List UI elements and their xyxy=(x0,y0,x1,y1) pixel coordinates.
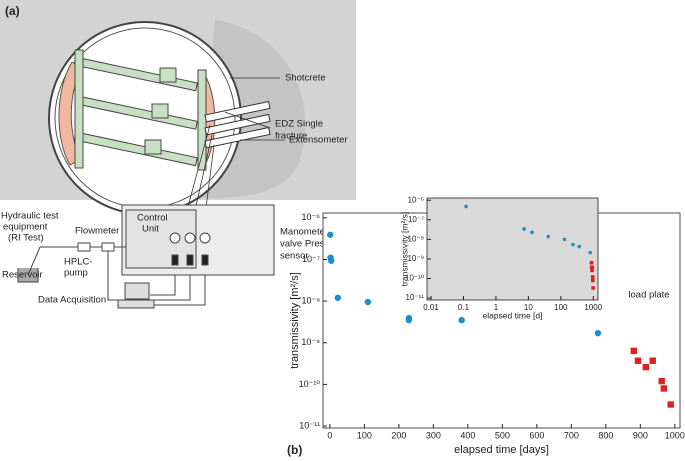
data-point xyxy=(571,242,575,247)
x-tick-label: 500 xyxy=(495,430,510,440)
x-tick-label: 0.1 xyxy=(458,303,470,312)
x-axis-label: elapsed time [d] xyxy=(482,310,542,320)
x-tick-label: 200 xyxy=(391,430,406,440)
data-point xyxy=(327,231,334,238)
y-tick-label: 10⁻⁷ xyxy=(408,215,424,224)
data-point xyxy=(458,316,465,324)
data-point xyxy=(590,268,594,273)
y-tick-label: 10⁻⁹ xyxy=(301,337,320,347)
data-point xyxy=(634,357,642,364)
data-point xyxy=(660,385,667,392)
data-point xyxy=(594,329,602,337)
y-tick-label: 10⁻¹¹ xyxy=(406,293,425,302)
label-hydraulic: (RI Test) xyxy=(8,233,44,244)
y-tick-label: 10⁻⁶ xyxy=(302,212,321,222)
data-point xyxy=(334,294,342,301)
x-axis-label: elapsed time [days] xyxy=(454,444,549,456)
data-point xyxy=(364,298,372,306)
data-point xyxy=(630,347,637,355)
y-axis-label: transmissivity [m²/s] xyxy=(289,272,301,369)
data-point xyxy=(591,286,595,290)
data-point xyxy=(328,257,335,264)
label-hydraulic: Hydraulic test xyxy=(1,211,59,222)
data-point xyxy=(649,357,656,364)
plot-area xyxy=(426,197,599,301)
x-tick-label: 0.01 xyxy=(423,303,439,312)
data-point xyxy=(642,363,650,371)
data-point xyxy=(464,204,468,209)
data-point xyxy=(590,265,595,270)
x-tick-label: 0 xyxy=(327,430,332,440)
y-tick-label: 10⁻¹¹ xyxy=(299,420,320,430)
y-tick-label: 10⁻⁸ xyxy=(301,295,320,305)
annotation: load plate xyxy=(628,290,669,301)
data-point xyxy=(591,278,595,283)
label-manometer: Manometer Control xyxy=(280,227,361,238)
label-hplc: pump xyxy=(64,268,88,279)
x-tick-label: 100 xyxy=(357,430,372,440)
data-point xyxy=(405,316,413,324)
data-point xyxy=(658,377,665,385)
panel-label: (a) xyxy=(5,4,20,18)
data-point xyxy=(530,230,534,235)
x-tick-label: 800 xyxy=(598,430,613,440)
label-hplc: HPLC- xyxy=(64,257,93,268)
x-tick-label: 900 xyxy=(633,430,648,440)
y-tick-label: 10⁻¹⁰ xyxy=(299,379,321,389)
data-point xyxy=(588,250,593,255)
label-data-acquisition: Data Acquisition xyxy=(38,295,106,306)
label-edz: EDZ Single xyxy=(275,119,323,130)
label-control-unit: Unit xyxy=(142,224,159,235)
equipment-diagram xyxy=(17,204,275,309)
data-point xyxy=(590,275,595,279)
label-extensometer: Extensometer xyxy=(289,135,348,146)
x-tick-label: 700 xyxy=(564,430,579,440)
y-tick-label: 10⁻⁶ xyxy=(408,195,424,204)
label-reservoir: Reservoir xyxy=(2,270,43,281)
data-point xyxy=(577,244,582,249)
data-point xyxy=(667,401,674,408)
x-tick-label: 600 xyxy=(529,430,544,440)
data-point xyxy=(546,234,551,239)
data-point xyxy=(562,237,567,242)
data-point xyxy=(522,227,526,231)
panel-label: (b) xyxy=(287,443,302,457)
x-tick-label: 300 xyxy=(426,430,441,440)
x-tick-label: 1000 xyxy=(584,303,602,312)
x-tick-label: 400 xyxy=(460,430,475,440)
y-axis-label: transmissivity [m²/s] xyxy=(399,212,409,287)
label-manometer: valve Pressure xyxy=(280,239,343,250)
label-hydraulic: equipment xyxy=(3,222,48,233)
x-tick-label: 100 xyxy=(554,303,568,312)
x-tick-label: 1000 xyxy=(665,430,685,440)
label-flowmeter: Flowmeter xyxy=(75,226,119,237)
y-tick-label: 10⁻¹⁰ xyxy=(405,274,424,283)
label-control-unit: Control xyxy=(137,213,168,224)
tunnel-diagram xyxy=(0,0,356,256)
y-tick-label: 10⁻⁸ xyxy=(408,234,425,243)
x-tick-label: 1 xyxy=(494,303,499,312)
label-manometer: sensor xyxy=(280,251,309,262)
y-tick-label: 10⁻⁷ xyxy=(302,254,320,264)
x-tick-label: 10 xyxy=(524,303,533,312)
label-edz: fracture xyxy=(275,131,307,142)
data-point xyxy=(589,260,594,265)
label-shotcrete: Shotcrete xyxy=(285,73,326,84)
y-tick-label: 10⁻⁹ xyxy=(407,254,424,263)
